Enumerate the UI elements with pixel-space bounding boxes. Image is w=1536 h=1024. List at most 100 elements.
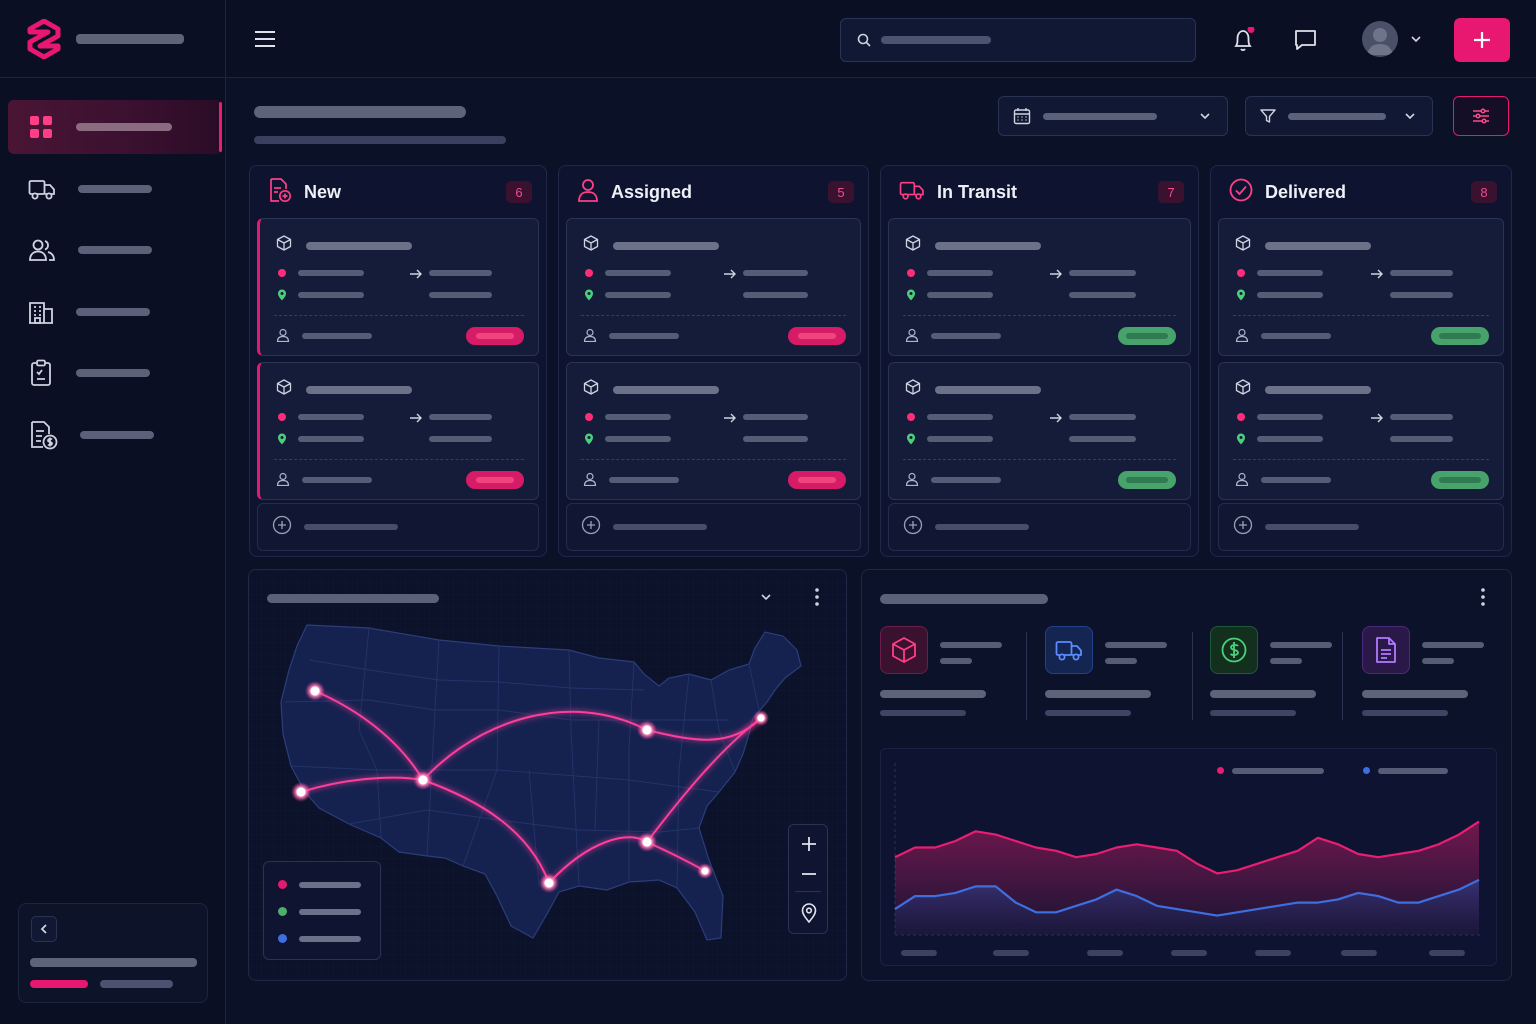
kanban-column-new: New 6 (249, 165, 547, 557)
package-icon (905, 379, 921, 400)
shipment-id-placeholder (1265, 241, 1371, 250)
origin-time-placeholder (298, 292, 364, 298)
origin-time-placeholder (605, 292, 671, 298)
dashboard-grid-icon (30, 116, 52, 138)
x-tick-placeholder (1341, 950, 1377, 956)
x-tick-placeholder (901, 950, 937, 956)
driver-icon (1235, 328, 1249, 347)
legend-item (278, 934, 361, 943)
add-shipment-button[interactable] (1218, 503, 1504, 551)
more-vertical-icon[interactable] (1478, 587, 1488, 607)
plus-circle-icon (903, 515, 923, 540)
origin-dot (907, 413, 915, 421)
route-line (422, 710, 648, 781)
driver-icon (905, 328, 919, 347)
zoom-out-button[interactable] (789, 859, 829, 889)
x-tick-placeholder (993, 950, 1029, 956)
chevron-down-icon[interactable] (1410, 34, 1422, 44)
clipboard-icon (31, 359, 51, 386)
driver-placeholder (302, 477, 372, 483)
add-button[interactable] (1454, 18, 1510, 62)
arrow-right-icon (723, 266, 737, 284)
add-label-placeholder (935, 524, 1029, 530)
search-input[interactable] (840, 18, 1196, 62)
origin-dot (1237, 269, 1245, 277)
chevron-down-icon[interactable] (759, 590, 773, 604)
page-subtitle-placeholder (254, 136, 506, 144)
kanban-column-delivered: Delivered 8 (1210, 165, 1512, 557)
shipment-card[interactable] (888, 362, 1191, 500)
invoice-dollar-icon (31, 421, 58, 450)
sidebar-item-label (78, 246, 152, 254)
sidebar (0, 0, 226, 1024)
route-line (422, 779, 550, 884)
status-badge (1431, 327, 1489, 345)
package-icon (583, 379, 599, 400)
driver-icon (276, 328, 290, 347)
document-icon (1376, 637, 1396, 663)
status-badge (466, 471, 524, 489)
sidebar-item-orders[interactable] (8, 346, 222, 400)
series-area (895, 879, 1479, 935)
package-icon (1235, 379, 1251, 400)
collapse-sidebar-button[interactable] (31, 916, 57, 942)
x-tick-placeholder (1255, 950, 1291, 956)
status-badge (1118, 327, 1176, 345)
sidebar-item-warehouses[interactable] (8, 285, 222, 339)
us-route-map[interactable] (249, 570, 847, 981)
location-pin-icon (584, 288, 594, 306)
origin-dot (278, 269, 286, 277)
driver-icon (583, 328, 597, 347)
logo-s-icon[interactable] (26, 18, 62, 59)
sidebar-item-drivers[interactable] (8, 223, 222, 277)
topbar (226, 0, 1536, 78)
view-settings-button[interactable] (1453, 96, 1509, 136)
destination-placeholder (429, 270, 492, 276)
shipment-card[interactable] (566, 218, 861, 356)
sidebar-item-shipments[interactable] (8, 162, 222, 216)
shipment-card[interactable] (1218, 218, 1504, 356)
trend-chart[interactable] (880, 748, 1497, 966)
destination-time-placeholder (743, 436, 808, 442)
arrow-right-icon (409, 410, 423, 428)
page-title-placeholder (254, 106, 466, 118)
origin-placeholder (1257, 270, 1323, 276)
avatar[interactable] (1362, 21, 1398, 57)
shipment-card[interactable] (257, 218, 539, 356)
column-count-badge: 8 (1471, 181, 1497, 203)
package-icon (892, 637, 916, 663)
legend-item (1217, 767, 1324, 774)
shipment-card[interactable] (257, 362, 539, 500)
column-title: In Transit (937, 181, 1018, 202)
menu-icon[interactable] (254, 28, 276, 50)
origin-time-placeholder (1257, 436, 1323, 442)
sidebar-item-dashboard[interactable] (8, 100, 222, 154)
driver-placeholder (931, 333, 1001, 339)
filter-dropdown[interactable] (1245, 96, 1433, 136)
bell-icon[interactable] (1231, 27, 1257, 53)
shipment-card[interactable] (1218, 362, 1504, 500)
shipment-id-placeholder (306, 385, 412, 394)
add-shipment-button[interactable] (566, 503, 861, 551)
location-pin-icon (277, 288, 287, 306)
status-badge (1431, 471, 1489, 489)
date-range-dropdown[interactable] (998, 96, 1228, 136)
more-vertical-icon[interactable] (812, 587, 822, 607)
origin-placeholder (1257, 414, 1323, 420)
x-tick-placeholder (1429, 950, 1465, 956)
add-shipment-button[interactable] (888, 503, 1191, 551)
destination-placeholder (1390, 414, 1453, 420)
shipment-card[interactable] (888, 218, 1191, 356)
status-badge (1118, 471, 1176, 489)
origin-placeholder (605, 414, 671, 420)
sidebar-item-label (76, 308, 150, 316)
legend-item (278, 880, 361, 889)
locate-button[interactable] (789, 897, 829, 929)
add-shipment-button[interactable] (257, 503, 539, 551)
zoom-in-button[interactable] (789, 829, 829, 859)
sidebar-item-billing[interactable] (8, 408, 222, 462)
notification-dot (1247, 27, 1255, 33)
route-nodes (291, 681, 769, 893)
shipment-card[interactable] (566, 362, 861, 500)
chat-icon[interactable] (1294, 28, 1318, 52)
